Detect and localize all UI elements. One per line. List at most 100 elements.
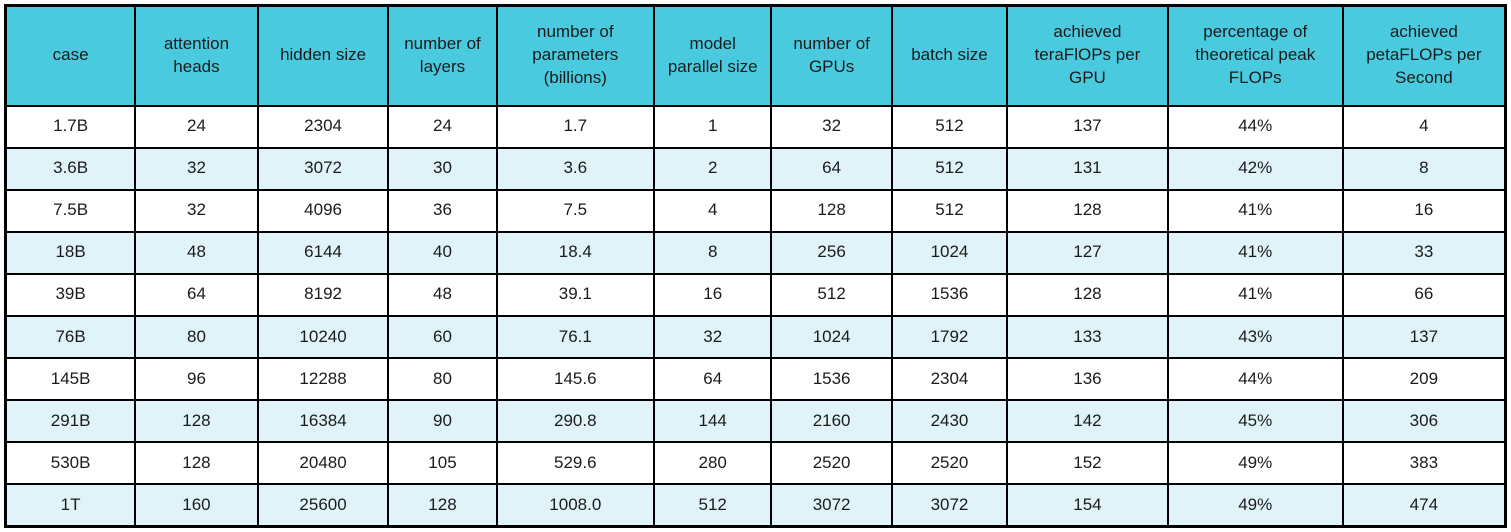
- table-cell: 306: [1341, 399, 1507, 444]
- table-cell: 1.7B: [4, 104, 137, 149]
- table-cell: 8192: [256, 272, 390, 317]
- table-cell: 1.7: [495, 104, 656, 149]
- header-cell: percentage of theoretical peak FLOPs: [1166, 4, 1344, 107]
- table-cell: 4: [653, 188, 773, 233]
- table-cell: 128: [134, 399, 259, 444]
- table-cell: 90: [387, 399, 498, 444]
- table-row: 7.5B 32 4096 36 7.5 4 128 512 128 41% 16: [4, 188, 1507, 233]
- table-cell: 2520: [770, 441, 893, 486]
- header-cell: number of parameters (billions): [495, 4, 656, 107]
- table-cell: 64: [134, 272, 259, 317]
- table-cell: 48: [134, 230, 259, 275]
- table-cell: 96: [134, 357, 259, 402]
- table-cell: 80: [134, 314, 259, 360]
- header-cell: case: [4, 4, 137, 107]
- table-cell: 42%: [1166, 146, 1344, 191]
- table-cell: 76B: [4, 314, 137, 360]
- table-cell: 39B: [4, 272, 137, 317]
- table-cell: 43%: [1166, 314, 1344, 360]
- table-cell: 1008.0: [495, 483, 656, 528]
- table-cell: 48: [387, 272, 498, 317]
- table-cell: 474: [1341, 483, 1507, 528]
- table-cell: 41%: [1166, 230, 1344, 275]
- table-cell: 128: [770, 188, 893, 233]
- table-cell: 512: [653, 483, 773, 528]
- table-cell: 8: [653, 230, 773, 275]
- table-cell: 32: [134, 146, 259, 191]
- table-cell: 290.8: [495, 399, 656, 444]
- table-cell: 144: [653, 399, 773, 444]
- table-cell: 256: [770, 230, 893, 275]
- table-cell: 4096: [256, 188, 390, 233]
- table-cell: 3.6: [495, 146, 656, 191]
- table-cell: 32: [134, 188, 259, 233]
- table-cell: 152: [1006, 441, 1169, 486]
- table-cell: 131: [1006, 146, 1169, 191]
- table-cell: 160: [134, 483, 259, 528]
- table-cell: 60: [387, 314, 498, 360]
- table-cell: 25600: [256, 483, 390, 528]
- table-cell: 3072: [256, 146, 390, 191]
- table-cell: 127: [1006, 230, 1169, 275]
- table-cell: 44%: [1166, 104, 1344, 149]
- table-cell: 1536: [890, 272, 1009, 317]
- table-cell: 49%: [1166, 441, 1344, 486]
- header-cell: number of layers: [387, 4, 498, 107]
- table-cell: 64: [770, 146, 893, 191]
- table-cell: 7.5B: [4, 188, 137, 233]
- table-cell: 66: [1341, 272, 1507, 317]
- header-cell: attention heads: [134, 4, 259, 107]
- table-cell: 41%: [1166, 272, 1344, 317]
- table-cell: 128: [387, 483, 498, 528]
- header-cell: hidden size: [256, 4, 390, 107]
- table-cell: 154: [1006, 483, 1169, 528]
- table-cell: 30: [387, 146, 498, 191]
- model-scaling-results-table: case attention heads hidden size number of …: [4, 4, 1507, 528]
- table-row: 1T 160 25600 128 1008.0 512 3072 3072 154 49% 474: [4, 483, 1507, 528]
- table-cell: 41%: [1166, 188, 1344, 233]
- table-cell: 7.5: [495, 188, 656, 233]
- table-cell: 530B: [4, 441, 137, 486]
- table-cell: 20480: [256, 441, 390, 486]
- table-cell: 512: [890, 188, 1009, 233]
- table-cell: 133: [1006, 314, 1169, 360]
- table-cell: 1024: [890, 230, 1009, 275]
- table-cell: 280: [653, 441, 773, 486]
- table-cell: 6144: [256, 230, 390, 275]
- table-row: 145B 96 12288 80 145.6 64 1536 2304 136 44% 209: [4, 357, 1507, 402]
- table-cell: 80: [387, 357, 498, 402]
- table-cell: 1024: [770, 314, 893, 360]
- table-cell: 18.4: [495, 230, 656, 275]
- table-cell: 209: [1341, 357, 1507, 402]
- table-cell: 18B: [4, 230, 137, 275]
- table-cell: 64: [653, 357, 773, 402]
- table-cell: 2160: [770, 399, 893, 444]
- table-cell: 512: [890, 104, 1009, 149]
- table-row: 39B 64 8192 48 39.1 16 512 1536 128 41% 66: [4, 272, 1507, 317]
- table-cell: 16: [1341, 188, 1507, 233]
- table-cell: 49%: [1166, 483, 1344, 528]
- table-cell: 39.1: [495, 272, 656, 317]
- table-cell: 136: [1006, 357, 1169, 402]
- table-cell: 291B: [4, 399, 137, 444]
- table-cell: 32: [653, 314, 773, 360]
- table-cell: 128: [134, 441, 259, 486]
- table-row: 291B 128 16384 90 290.8 144 2160 2430 142 45% 306: [4, 399, 1507, 444]
- header-cell: achieved petaFLOPs per Second: [1341, 4, 1507, 107]
- header-cell: number of GPUs: [770, 4, 893, 107]
- table-cell: 24: [134, 104, 259, 149]
- table-cell: 105: [387, 441, 498, 486]
- table-cell: 24: [387, 104, 498, 149]
- table-cell: 36: [387, 188, 498, 233]
- table-cell: 2520: [890, 441, 1009, 486]
- table-cell: 1792: [890, 314, 1009, 360]
- table-cell: 1: [653, 104, 773, 149]
- table-cell: 1T: [4, 483, 137, 528]
- table-cell: 3.6B: [4, 146, 137, 191]
- table-cell: 40: [387, 230, 498, 275]
- table-cell: 512: [890, 146, 1009, 191]
- table-cell: 12288: [256, 357, 390, 402]
- table-cell: 3072: [770, 483, 893, 528]
- table-cell: 4: [1341, 104, 1507, 149]
